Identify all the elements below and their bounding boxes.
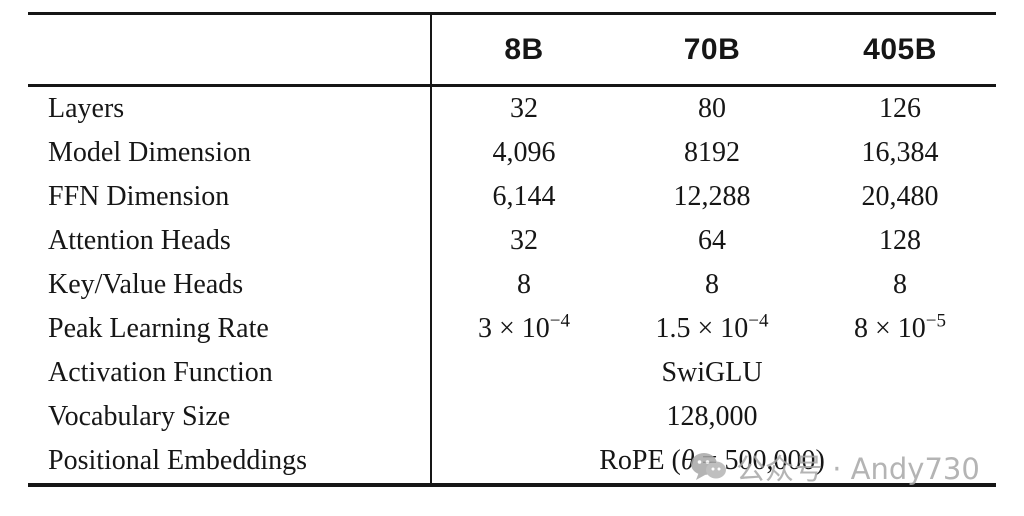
column-header-70b: 70B [683,32,741,66]
cell-value: 20,480 [861,181,939,212]
exponent: −4 [549,310,571,332]
row-label: FFN Dimension [48,181,230,212]
table-body: Layers 32 80 126 Model Dimension 4,096 8… [28,87,996,483]
table-row-peak-learning-rate: Peak Learning Rate 3 × 10−4 1.5 × 10−4 8… [28,307,996,351]
cell-value: 8 [517,269,531,300]
cell-value-scientific: 8 × 10−5 [806,310,994,345]
table-top-rule [28,12,996,15]
cell-value-span: 128,000 [666,401,758,432]
cell-value: 128 [879,225,921,256]
row-label: Vocabulary Size [48,401,231,432]
table-row-vocabulary-size: Vocabulary Size 128,000 [28,395,996,439]
table-row-model-dimension: Model Dimension 4,096 8192 16,384 [28,131,996,175]
row-label: Positional Embeddings [48,445,307,476]
cell-value: 16,384 [861,137,939,168]
column-header-8b: 8B [504,32,544,66]
cell-value: 32 [510,225,538,256]
table-row-activation-function: Activation Function SwiGLU [28,351,996,395]
exponent: −5 [925,310,947,332]
row-label: Layers [48,93,125,124]
cell-value: 6,144 [492,181,556,212]
exponent: −4 [748,310,769,332]
cell-value: 126 [879,93,921,124]
mantissa: 1.5 × 10 [655,313,749,344]
table-row-positional-embeddings: Positional Embeddings RoPE (θ = 500,000) [28,439,996,483]
row-label: Model Dimension [48,137,251,168]
cell-value: 4,096 [492,137,556,168]
rope-suffix: = 500,000) [694,445,825,476]
row-label: Attention Heads [48,225,231,256]
table-header-row: 8B 70B 405B [28,15,996,84]
cell-value: 32 [510,93,538,124]
cell-value-span: RoPE (θ = 500,000) [430,445,994,477]
cell-value: 64 [698,225,726,256]
mantissa: 8 × 10 [853,313,926,344]
cell-value-scientific: 3 × 10−4 [430,310,618,345]
table-row-layers: Layers 32 80 126 [28,87,996,131]
cell-value: 8 [893,269,907,300]
mantissa: 3 × 10 [477,313,550,344]
row-label: Key/Value Heads [48,269,244,300]
table-row-attention-heads: Attention Heads 32 64 128 [28,219,996,263]
cell-value-scientific: 1.5 × 10−4 [618,310,806,345]
theta-symbol: θ [680,445,695,476]
row-label: Peak Learning Rate [48,313,269,344]
cell-value: 12,288 [673,181,751,212]
cell-value-span: SwiGLU [661,357,763,388]
table-row-key-value-heads: Key/Value Heads 8 8 8 [28,263,996,307]
table-vertical-divider [430,15,432,483]
row-label: Activation Function [48,357,273,388]
cell-value: 80 [698,93,726,124]
table-row-ffn-dimension: FFN Dimension 6,144 12,288 20,480 [28,175,996,219]
cell-value: 8192 [684,137,740,168]
column-header-405b: 405B [863,32,937,66]
table-bottom-rule [28,483,996,487]
model-spec-table: 8B 70B 405B Layers 32 80 126 Model Dimen… [28,12,996,487]
rope-prefix: RoPE ( [599,445,681,476]
cell-value: 8 [705,269,719,300]
table-header-rule [28,84,996,87]
